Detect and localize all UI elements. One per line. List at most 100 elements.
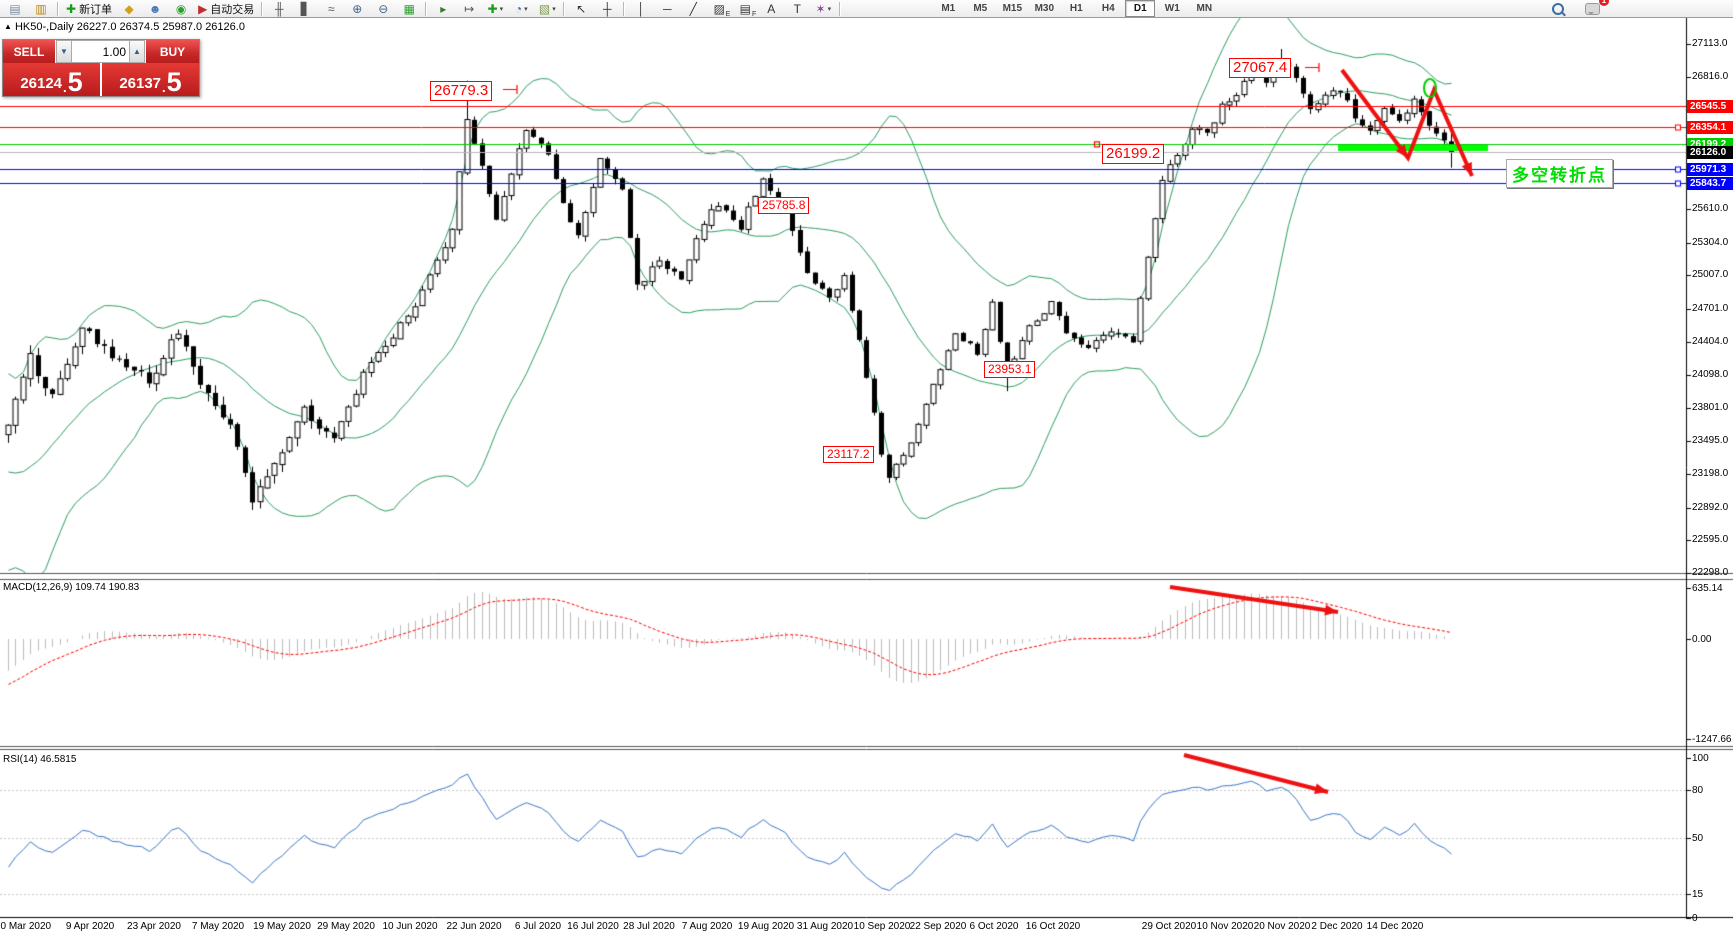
candlestick-chart-icon-glyph: ▋: [300, 1, 310, 16]
horizontal-line-icon-glyph: ─: [663, 1, 672, 16]
one-click-trading-panel: SELL ▼ ▲ BUY 26124.5 26137.5: [2, 39, 200, 97]
price-badge: 25971.3: [1687, 162, 1733, 176]
dropdown-caret-icon: ▾: [827, 5, 832, 13]
new-order-button-label: 新订单: [79, 3, 113, 16]
buy-price[interactable]: 26137. 5: [102, 63, 199, 96]
timeframe-button-m5[interactable]: M5: [973, 3, 988, 14]
notification-badge: 1: [1599, 0, 1609, 6]
funnel-icon-glyph: ◆: [124, 1, 134, 16]
profiles-icon[interactable]: ▥: [29, 0, 53, 18]
price-badge: 26126.0: [1687, 145, 1733, 159]
templates-button[interactable]: ▧ ▾: [535, 0, 559, 18]
price-annotation-label[interactable]: 26779.3: [430, 81, 493, 101]
timeframe-button-h4[interactable]: H4: [1101, 3, 1115, 14]
chart-canvas[interactable]: [0, 18, 1733, 938]
timeframe-button-w1[interactable]: W1: [1164, 3, 1180, 14]
price-badge: 25843.7: [1687, 176, 1733, 190]
arrows-icon-glyph: ✶: [815, 1, 826, 16]
date-axis-label: 7 May 2020: [191, 921, 245, 932]
indicators-button[interactable]: ✚ ▾: [483, 0, 507, 18]
search-icon[interactable]: [1546, 0, 1570, 18]
tile-windows-icon-glyph: ▦: [403, 1, 415, 16]
line-chart-icon[interactable]: ≈: [319, 0, 343, 18]
text-icon[interactable]: A: [759, 0, 783, 18]
chart-note-label[interactable]: 多空转折点: [1506, 159, 1613, 188]
auto-scroll-icon[interactable]: ▸: [431, 0, 455, 18]
date-axis-label: 19 May 2020: [253, 921, 311, 932]
text-label-icon-glyph: T: [793, 1, 801, 16]
price-annotation-label[interactable]: 26199.2: [1102, 144, 1165, 164]
autotrading-button-glyph: ▶: [198, 1, 208, 16]
macd-axis-tick: 0.00: [1692, 634, 1712, 645]
price-axis-tick: 23198.0: [1692, 468, 1729, 480]
trendline-icon[interactable]: ╱: [681, 0, 705, 18]
date-axis-label: 22 Jun 2020: [446, 921, 502, 932]
zoom-out-icon[interactable]: ⊖: [371, 0, 395, 18]
timeframe-button-m1[interactable]: M1: [941, 3, 956, 14]
tile-windows-icon[interactable]: ▦: [397, 0, 421, 18]
horizontal-line-icon[interactable]: ─: [655, 0, 679, 18]
date-axis-label: 10 Jun 2020: [382, 921, 438, 932]
zoom-out-icon-glyph: ⊖: [378, 1, 389, 16]
line-chart-icon-glyph: ≈: [328, 1, 335, 16]
toolbar-separator: [563, 1, 566, 16]
volume-input[interactable]: [72, 40, 129, 63]
price-annotation-label[interactable]: 25785.8: [758, 197, 810, 214]
symbol-ohlc: 26227.0 26374.5 25987.0 26126.0: [76, 21, 245, 33]
zoom-in-icon-glyph: ⊕: [352, 1, 363, 16]
chart-shift-icon-glyph: ↦: [464, 1, 475, 16]
volume-increase-button[interactable]: ▲: [129, 40, 145, 63]
rsi-axis-tick: 0: [1692, 913, 1698, 924]
funnel-icon[interactable]: ◆: [117, 0, 141, 18]
chart-shift-icon[interactable]: ↦: [457, 0, 481, 18]
indicators-button-glyph: ✚: [487, 1, 498, 16]
periods-button[interactable]: ◔ ▾: [509, 0, 533, 18]
toolbar-separator: [261, 1, 264, 16]
toolbar: ▤ ▥ ✚ 新订单 ◆ ☻ ◉ ▶ 自动交易 ╫ ▋ ≈ ⊕ ⊖ ▦ ▸ ↦ ✚ ▾ ◔ ▾ ▧ ▾ ↖ ┼ │ ─ ╱ ▨ E ▤ F A T ✶…: [0, 0, 1733, 18]
bar-chart-icon[interactable]: ╫: [267, 0, 291, 18]
timeframe-button-mn[interactable]: MN: [1196, 3, 1213, 14]
date-axis-label: 29 May 2020: [317, 921, 375, 932]
price-axis-tick: 25007.0: [1692, 269, 1729, 281]
autotrading-button[interactable]: ▶ 自动交易: [195, 0, 257, 18]
price-annotation-label[interactable]: 23117.2: [823, 446, 874, 463]
fibonacci-icon[interactable]: ▤ F: [733, 0, 757, 18]
sell-button[interactable]: SELL: [3, 40, 56, 63]
chart-window: ▲ HK50-,Daily 26227.0 26374.5 25987.0 26…: [0, 18, 1733, 938]
price-axis-tick: 23801.0: [1692, 401, 1729, 413]
magnifier-glyph: [1552, 2, 1564, 15]
arrows-icon[interactable]: ✶ ▾: [811, 0, 835, 18]
sell-price[interactable]: 26124. 5: [3, 63, 100, 96]
zoom-in-icon[interactable]: ⊕: [345, 0, 369, 18]
notifications-icon[interactable]: 1: [1580, 0, 1609, 18]
date-axis-label: 9 Apr 2020: [65, 921, 115, 932]
date-axis-label: 19 Aug 2020: [737, 921, 795, 932]
vertical-line-icon[interactable]: │: [629, 0, 653, 18]
periods-button-glyph: ◔: [514, 1, 523, 16]
cursor-icon[interactable]: ↖: [569, 0, 593, 18]
timeframe-button-m30[interactable]: M30: [1034, 3, 1055, 14]
timeframe-button-m15[interactable]: M15: [1002, 3, 1023, 14]
buy-button[interactable]: BUY: [145, 40, 199, 63]
signal-icon[interactable]: ◉: [169, 0, 193, 18]
new-chart-icon[interactable]: ▤: [3, 0, 27, 18]
date-axis-label: 30 Mar 2020: [0, 921, 52, 932]
profiles-icon-glyph: ▥: [35, 1, 47, 16]
text-label-icon[interactable]: T: [785, 0, 809, 18]
rsi-axis-tick: 80: [1692, 785, 1704, 796]
price-axis-tick: 24404.0: [1692, 335, 1729, 347]
candlestick-chart-icon[interactable]: ▋: [293, 0, 317, 18]
volume-decrease-button[interactable]: ▼: [56, 40, 72, 63]
community-icon[interactable]: ☻: [143, 0, 167, 18]
timeframe-button-d1[interactable]: D1: [1125, 0, 1156, 17]
crosshair-icon[interactable]: ┼: [595, 0, 619, 18]
price-annotation-label[interactable]: 27067.4: [1229, 58, 1292, 78]
equidistant-channel-icon[interactable]: ▨ E: [707, 0, 731, 18]
date-axis-label: 14 Dec 2020: [1366, 921, 1424, 932]
new-order-button[interactable]: ✚ 新订单: [63, 0, 115, 18]
timeframe-button-h1[interactable]: H1: [1069, 3, 1083, 14]
date-axis-label: 31 Aug 2020: [796, 921, 854, 932]
price-annotation-label[interactable]: 23953.1: [984, 361, 1036, 378]
macd-axis-tick: -1247.66: [1692, 734, 1732, 746]
toolbar-separator: [839, 1, 842, 16]
